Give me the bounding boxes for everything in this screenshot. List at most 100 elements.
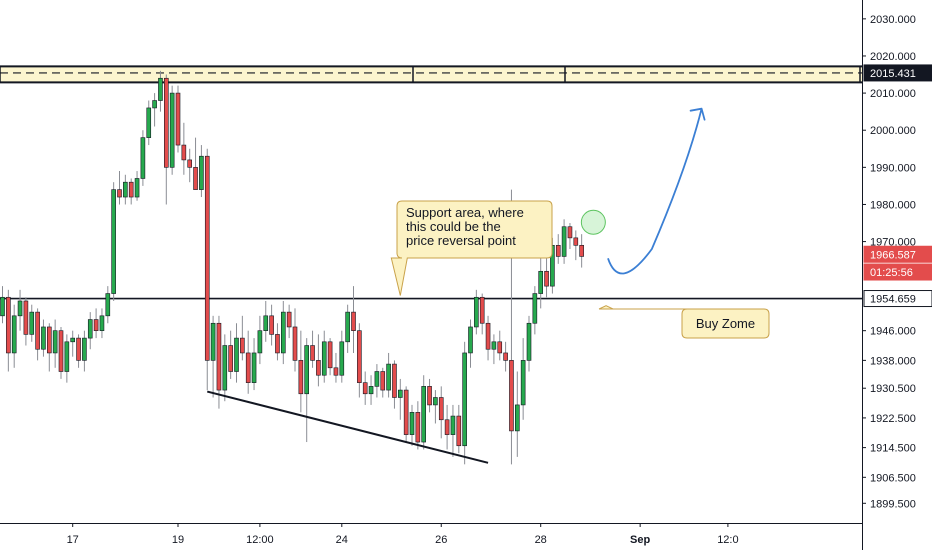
- candle-down: [503, 352, 508, 361]
- price-tick-label: 1980.000: [870, 199, 916, 211]
- support-trendline[interactable]: [207, 390, 489, 464]
- candle-up: [111, 189, 116, 294]
- price-tick-label: 1922.500: [870, 413, 916, 425]
- price-badge[interactable]: [863, 245, 932, 263]
- time-tick-label: 26: [435, 534, 447, 546]
- candle-up: [210, 322, 216, 361]
- price-tick-label: 2000.000: [870, 125, 916, 137]
- candle-up: [374, 371, 380, 387]
- candle-down: [187, 159, 192, 168]
- candle-up: [421, 386, 427, 443]
- candle-up: [409, 412, 415, 435]
- support-callout-box[interactable]: [390, 200, 553, 296]
- candle-down: [479, 296, 485, 324]
- price-badge[interactable]: [863, 290, 932, 308]
- candle-up: [29, 311, 35, 335]
- candle-up: [134, 178, 140, 198]
- candle-down: [362, 382, 368, 395]
- candle-up: [368, 386, 374, 395]
- price-tick-label: 2010.000: [870, 88, 916, 100]
- candle-up: [234, 337, 239, 372]
- buy-zone-callout-box[interactable]: [598, 305, 770, 339]
- price-badge-label: 01:25:56: [870, 267, 913, 279]
- price-badge-label: 1966.587: [870, 249, 916, 261]
- candle-down: [164, 77, 169, 168]
- candle-up: [70, 337, 75, 343]
- candle-down: [316, 360, 321, 376]
- candle-up: [52, 330, 58, 354]
- candle-down: [292, 326, 298, 361]
- candle-down: [76, 337, 81, 361]
- candle-down: [58, 330, 64, 372]
- candle-up: [304, 345, 310, 395]
- candle-up: [520, 360, 526, 406]
- candle-down: [93, 319, 99, 331]
- candle-down: [204, 155, 210, 361]
- candle-down: [509, 360, 514, 432]
- candle-up: [397, 389, 403, 398]
- candle-down: [579, 244, 584, 257]
- candle-down: [456, 415, 462, 447]
- candle-up: [345, 311, 350, 343]
- candle-up: [526, 322, 532, 361]
- time-axis[interactable]: 17 19 12:00 24 26 28 Sep 12:0: [67, 523, 739, 546]
- candle-up: [468, 326, 473, 354]
- candle-up: [158, 77, 163, 101]
- candle-down: [555, 244, 561, 257]
- candle-down: [380, 371, 386, 391]
- candle-up: [257, 330, 263, 354]
- candle-down: [427, 386, 432, 406]
- candle-down: [6, 296, 11, 354]
- support-callout-line: price reversal point: [406, 233, 516, 248]
- support-callout-line: Support area, where: [406, 205, 524, 220]
- candle-up: [532, 293, 538, 324]
- candle-down: [228, 345, 233, 372]
- time-tick-label: 28: [535, 534, 547, 546]
- candle-down: [117, 189, 122, 198]
- candle-down: [269, 315, 274, 335]
- candle-down: [567, 226, 573, 239]
- drawings[interactable]: [207, 107, 706, 464]
- price-tick-label: 1970.000: [870, 237, 916, 249]
- candles: [0, 70, 584, 465]
- price-tick-label: 1914.500: [870, 443, 916, 455]
- price-badge[interactable]: [863, 64, 932, 82]
- candle-down: [193, 167, 198, 190]
- candle-up: [199, 155, 204, 190]
- candle-up: [152, 100, 157, 109]
- candle-down: [175, 92, 181, 146]
- candle-down: [35, 311, 40, 350]
- candle-up: [146, 107, 152, 138]
- resistance-zone[interactable]: [0, 65, 862, 84]
- price-tick-label: 1899.500: [870, 498, 916, 510]
- candle-down: [403, 389, 409, 435]
- support-callout-line: this could be the: [406, 219, 501, 234]
- candle-up: [321, 341, 327, 376]
- candle-down: [275, 334, 280, 354]
- price-badge-label: 1954.659: [870, 294, 916, 306]
- candle-up: [339, 341, 345, 376]
- candle-up: [280, 311, 286, 354]
- highlight-circle[interactable]: [580, 209, 606, 235]
- candle-up: [41, 326, 46, 350]
- price-badge[interactable]: [863, 263, 932, 281]
- price-tick-label: 2030.000: [870, 14, 916, 26]
- time-tick-label: 12:0: [717, 534, 738, 546]
- candle-up: [474, 296, 479, 328]
- candle-up: [11, 315, 17, 354]
- candle-down: [444, 419, 450, 435]
- candle-up: [491, 341, 497, 350]
- buy-zone-callout-text: Buy Zome: [696, 316, 755, 331]
- candle-up: [0, 296, 5, 317]
- candle-down: [181, 144, 187, 161]
- candle-up: [99, 315, 105, 331]
- price-tick-label: 2020.000: [870, 51, 916, 63]
- candle-up: [514, 404, 520, 432]
- projection-arrow-path[interactable]: [607, 108, 703, 275]
- candle-down: [497, 341, 503, 354]
- price-tick-label: 1930.500: [870, 383, 916, 395]
- price-axis[interactable]: 2030.000 2020.000 2010.000 2000.000 1990.000…: [862, 14, 932, 510]
